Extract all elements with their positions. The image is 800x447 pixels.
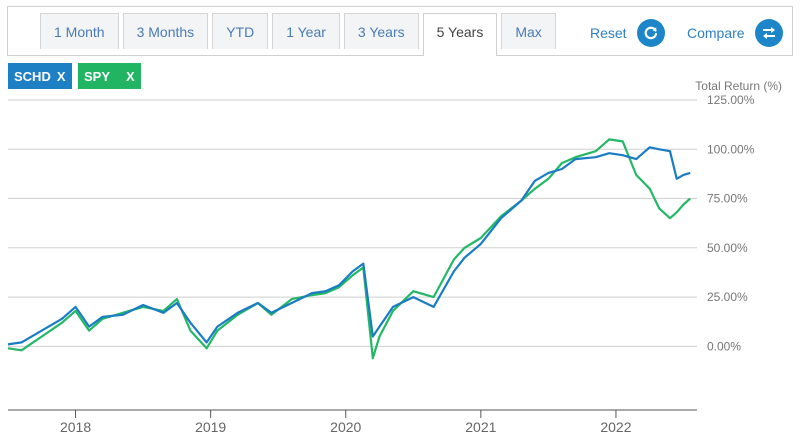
tab-1-month[interactable]: 1 Month	[40, 13, 119, 49]
chip-schd-label: SCHD	[14, 68, 51, 84]
compare-button[interactable]: Compare	[687, 19, 783, 47]
compare-label: Compare	[687, 25, 745, 41]
x-tick-label: 2022	[600, 419, 631, 435]
y-axis-ticks: 125.00% 100.00% 75.00% 50.00% 25.00% 0.00%	[707, 93, 755, 353]
chart-grid	[8, 99, 697, 347]
y-tick-label: 50.00%	[707, 241, 748, 255]
tab-3-months[interactable]: 3 Months	[122, 13, 209, 49]
x-axis: 2018 2019 2020 2021 2022	[8, 409, 697, 435]
x-tick-label: 2018	[60, 419, 91, 435]
chip-schd: SCHD X	[8, 63, 72, 89]
chip-spy-label: SPY	[84, 68, 111, 84]
compare-arrows-icon[interactable]	[754, 19, 783, 47]
y-tick-label: 25.00%	[707, 290, 748, 304]
x-tick-label: 2021	[465, 419, 496, 435]
tab-max[interactable]: Max	[501, 13, 556, 49]
tab-ytd[interactable]: YTD	[212, 13, 269, 49]
x-tick-label: 2020	[330, 419, 361, 435]
chart-series	[7, 138, 691, 360]
chip-schd-remove[interactable]: X	[56, 68, 66, 84]
reset-icon[interactable]	[636, 19, 665, 47]
y-axis-label: Total Return (%)	[695, 79, 782, 93]
y-tick-label: 0.00%	[707, 339, 741, 353]
period-tabs: 1 Month 3 Months YTD 1 Year 3 Years 5 Years Ma…	[40, 13, 560, 56]
tab-3-years[interactable]: 3 Years	[343, 13, 419, 49]
tab-5-years[interactable]: 5 Years	[422, 13, 498, 56]
chip-spy-remove[interactable]: X	[126, 68, 135, 84]
reset-label: Reset	[590, 25, 627, 41]
reset-button[interactable]: Reset	[590, 19, 665, 47]
y-tick-label: 100.00%	[707, 142, 755, 156]
y-tick-label: 125.00%	[707, 93, 755, 107]
series-line-schd	[7, 146, 691, 346]
chip-spy: SPY X	[78, 63, 141, 89]
x-tick-label: 2019	[195, 419, 226, 435]
y-tick-label: 75.00%	[707, 192, 748, 206]
tab-1-year[interactable]: 1 Year	[272, 13, 340, 49]
series-line-spy	[7, 138, 691, 360]
